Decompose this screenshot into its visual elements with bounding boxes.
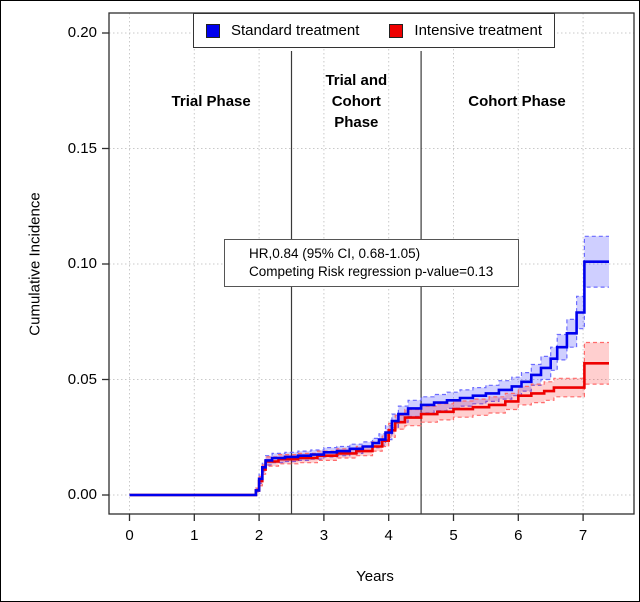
legend: Standard treatment Intensive treatment [193,13,555,48]
legend-label: Standard treatment [231,22,360,39]
annotation-line2: Competing Risk regression p-value=0.13 [249,264,494,279]
y-tick-label: 0.15 [67,139,97,157]
x-tick-label: 2 [254,527,264,544]
ci-band-upper-edge [129,235,609,496]
y-tick-label: 0.20 [67,24,97,41]
phase-label: Trial Phase [171,92,251,110]
y-tick-label: 0.10 [67,255,97,272]
x-tick-label: 4 [384,527,393,544]
x-tick-label: 7 [578,527,588,544]
ci-band-lower-edge [129,286,609,496]
legend-entry: Standard treatment [206,22,359,39]
legend-swatch-icon [206,23,220,38]
x-tick-label: 6 [514,527,523,544]
legend-entry: Intensive treatment [389,22,542,39]
phase-label: Cohort Phase [468,92,566,110]
annotation-box: HR,0.84 (95% CI, 0.68-1.05) Competing Ri… [224,239,519,287]
legend-label: Intensive treatment [414,22,542,39]
survival-curve [129,260,609,497]
y-tick-label: 0.05 [67,370,97,388]
x-tick-label: 5 [449,527,458,544]
x-tick-label: 0 [125,527,134,544]
x-axis-title: Years [356,568,394,585]
ci-band [129,236,609,496]
x-tick-label: 1 [190,527,199,544]
legend-swatch-icon [389,23,404,38]
phase-label: Trial and Cohort Phase [325,71,388,131]
y-tick-label: 0.00 [67,486,97,503]
y-axis-title: Cumulative Incidence [26,192,44,336]
annotation-line1: HR,0.84 (95% CI, 0.68-1.05) [249,246,421,261]
x-tick-label: 3 [319,527,329,544]
